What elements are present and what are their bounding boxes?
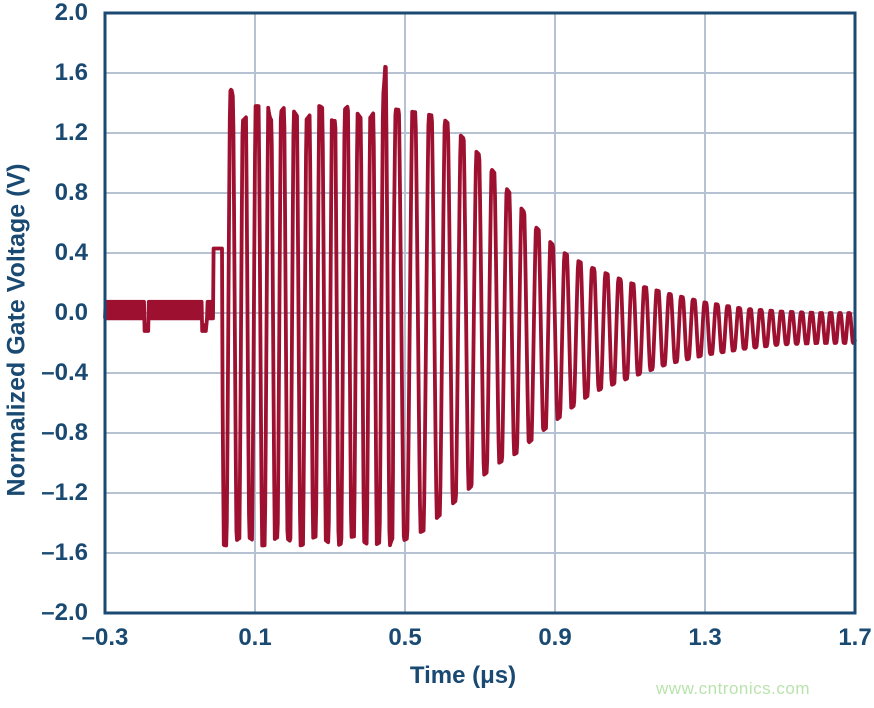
y-tick-label: 2.0 xyxy=(54,0,88,26)
y-tick-label: 0.8 xyxy=(54,179,88,206)
y-tick-label: –0.4 xyxy=(41,359,88,386)
x-tick-label: 0.1 xyxy=(238,624,272,651)
y-tick-label: 0.4 xyxy=(54,239,88,266)
y-axis-title: Normalized Gate Voltage (V) xyxy=(2,163,31,497)
y-tick-label: –1.2 xyxy=(41,479,88,506)
x-tick-label: 0.9 xyxy=(538,624,572,651)
x-tick-label: 0.5 xyxy=(388,624,422,651)
y-tick-label: 1.6 xyxy=(54,59,88,86)
y-tick-label: 0.0 xyxy=(54,299,88,326)
y-tick-label: –0.8 xyxy=(41,419,88,446)
plot-frame xyxy=(103,11,857,615)
y-tick-label: 1.2 xyxy=(54,119,88,146)
x-axis-title: Time (μs) xyxy=(409,662,517,689)
x-tick-label: 1.7 xyxy=(838,624,872,651)
watermark: www.cntronics.com xyxy=(656,679,810,698)
x-tick-label: –0.3 xyxy=(81,624,129,651)
waveform-line xyxy=(103,64,857,548)
y-tick-label: –2.0 xyxy=(41,599,88,626)
x-tick-label: 1.3 xyxy=(688,624,722,651)
y-tick-label: –1.6 xyxy=(41,539,88,566)
